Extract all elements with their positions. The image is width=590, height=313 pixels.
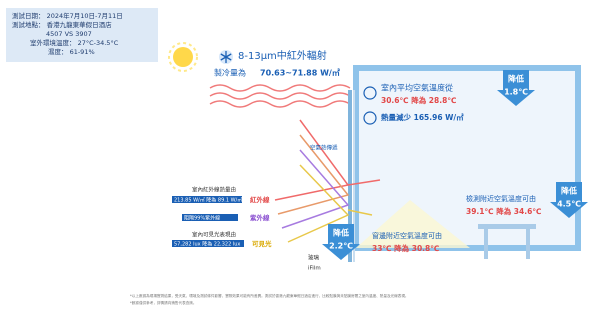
- near-temp-label: 檢測附近空氣溫度可由: [466, 194, 536, 203]
- ir-label: 紅外線: [250, 195, 270, 204]
- ir-detail: 213.85 W/㎡ 降為 89.1 W/㎡: [174, 197, 242, 204]
- visible-note: 室內可見光表現由: [192, 231, 236, 239]
- test-date: 測試日期： 2024年7月10日-7月11日: [12, 11, 123, 20]
- glass-label: 玻璃: [308, 254, 320, 262]
- cooling-value: 70.63~71.88 W/㎡: [260, 68, 340, 78]
- outdoor-temp: 室外環境溫度： 27°C-34.5°C: [30, 38, 119, 47]
- ir-note: 室內紅外線熱量由: [192, 186, 236, 194]
- visible-label: 可見光: [252, 239, 272, 248]
- near-temp-change: 39.1℃ 降為 34.6℃: [466, 206, 541, 216]
- film-label: iFilm: [308, 266, 321, 272]
- badge-room-value: 1.8℃: [504, 88, 528, 97]
- avg-temp-label: 室內平均空氣溫度從: [381, 83, 453, 93]
- ir-heading: 8-13μm中紅外輻射: [238, 49, 327, 62]
- badge-window-title: 降低: [333, 228, 349, 238]
- badge-window-value: 2.2℃: [329, 242, 353, 251]
- heat-waves: [210, 85, 350, 107]
- cooling-label: 製冷量為: [214, 68, 246, 78]
- uv-detail: 阻隔99%紫外線: [184, 215, 220, 222]
- footnote-2: *數據僅供參考，詳情請向銷售代表查詢。: [130, 300, 196, 305]
- test-location: 測試地點： 香港九龍東華假日酒店: [12, 20, 112, 29]
- uv-label: 紫外線: [250, 213, 270, 222]
- snowflake-icon: [219, 50, 233, 64]
- test-compare: 4507 VS 3907: [46, 30, 92, 38]
- window-temp-label: 窗邊附近空氣溫度可由: [372, 231, 442, 240]
- badge-near-title: 降低: [561, 186, 577, 196]
- window-temp-change: 33℃ 降為 30.8℃: [372, 243, 439, 253]
- badge-room-title: 降低: [508, 74, 524, 84]
- footnote-1: *以上數據為現場實測結果，受天氣、環境及測試條件影響，實際效果可能有所差異。測試…: [130, 293, 409, 298]
- visible-detail: 57,282 lux 降為 22,322 lux: [174, 241, 240, 248]
- sun-icon: [169, 43, 197, 71]
- infographic: 測試日期： 2024年7月10日-7月11日 測試地點： 香港九龍東華假日酒店 …: [0, 0, 590, 313]
- avg-temp-change: 30.6℃ 降為 28.8℃: [381, 95, 456, 105]
- badge-near-value: 4.5℃: [557, 200, 581, 209]
- humidity: 濕度： 61-91%: [48, 47, 95, 56]
- heat-reduction: 熱量減少 165.96 W/㎡: [381, 112, 464, 122]
- air-transfer-label: 空氣熱傳遞: [310, 144, 338, 152]
